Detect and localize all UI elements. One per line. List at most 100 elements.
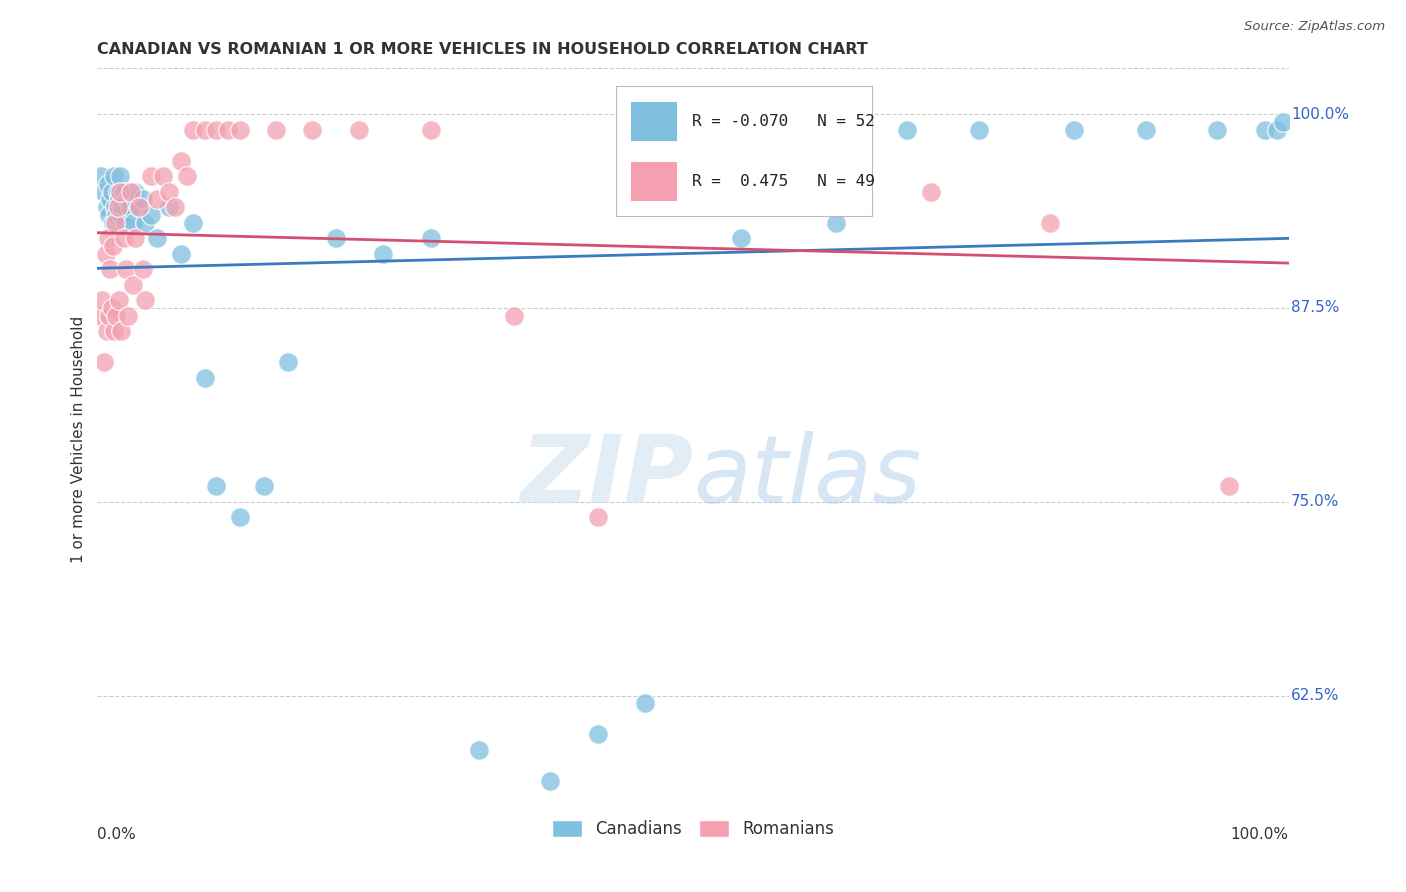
Point xyxy=(89,309,111,323)
Point xyxy=(124,185,146,199)
Point xyxy=(101,216,124,230)
Text: 100.0%: 100.0% xyxy=(1230,827,1289,842)
Point xyxy=(96,200,118,214)
Point xyxy=(93,185,115,199)
Point xyxy=(146,231,169,245)
Point xyxy=(193,122,215,136)
Point xyxy=(373,246,395,260)
Point xyxy=(1265,122,1288,136)
Point xyxy=(181,216,204,230)
Point xyxy=(801,122,824,136)
Point xyxy=(896,122,918,136)
Point xyxy=(101,239,124,253)
Point xyxy=(538,773,561,788)
Point xyxy=(91,293,114,308)
Point xyxy=(1271,115,1294,129)
Point xyxy=(98,309,121,323)
Point xyxy=(115,193,138,207)
Text: atlas: atlas xyxy=(693,432,921,523)
Point xyxy=(112,185,135,199)
Point xyxy=(253,479,276,493)
Text: 100.0%: 100.0% xyxy=(1291,107,1348,121)
Point xyxy=(146,193,169,207)
Point xyxy=(825,216,848,230)
Point xyxy=(157,200,180,214)
Point xyxy=(193,370,215,384)
Point xyxy=(1218,479,1240,493)
Point xyxy=(139,169,162,184)
Text: 0.0%: 0.0% xyxy=(97,827,136,842)
Point xyxy=(96,324,118,338)
Point xyxy=(205,122,228,136)
Point xyxy=(100,185,122,199)
Point xyxy=(107,193,129,207)
Point xyxy=(229,122,252,136)
Point xyxy=(100,262,122,277)
Point xyxy=(124,231,146,245)
Point xyxy=(97,231,120,245)
Point xyxy=(170,246,193,260)
Point xyxy=(170,153,193,168)
Point xyxy=(108,169,131,184)
Point xyxy=(301,122,323,136)
Point xyxy=(163,200,186,214)
Point xyxy=(122,216,145,230)
Point xyxy=(1135,122,1157,136)
Point xyxy=(128,200,150,214)
Point xyxy=(229,510,252,524)
Point xyxy=(112,231,135,245)
Point xyxy=(467,743,489,757)
Point xyxy=(94,246,117,260)
Point xyxy=(108,185,131,199)
Point xyxy=(122,277,145,292)
Point xyxy=(1206,122,1229,136)
Point xyxy=(176,169,198,184)
Point xyxy=(98,208,121,222)
Point xyxy=(134,293,156,308)
Point xyxy=(107,185,129,199)
Point xyxy=(100,193,122,207)
Point xyxy=(118,200,141,214)
Text: Source: ZipAtlas.com: Source: ZipAtlas.com xyxy=(1244,20,1385,33)
Point xyxy=(105,309,128,323)
Point xyxy=(131,262,153,277)
Point xyxy=(93,355,115,369)
Text: ZIP: ZIP xyxy=(520,431,693,523)
Point xyxy=(217,122,239,136)
Point xyxy=(264,122,287,136)
Point xyxy=(730,231,752,245)
Text: 75.0%: 75.0% xyxy=(1291,494,1340,509)
Text: 62.5%: 62.5% xyxy=(1291,688,1340,703)
Point xyxy=(349,122,371,136)
Point xyxy=(1039,216,1062,230)
Point xyxy=(97,177,120,191)
Point xyxy=(1063,122,1085,136)
Point xyxy=(103,169,125,184)
Point xyxy=(110,208,132,222)
Point xyxy=(1254,122,1277,136)
Point xyxy=(117,309,139,323)
Point xyxy=(103,324,125,338)
Text: 87.5%: 87.5% xyxy=(1291,301,1340,316)
Point xyxy=(105,208,128,222)
Point xyxy=(115,262,138,277)
Point xyxy=(110,324,132,338)
Point xyxy=(111,200,134,214)
Y-axis label: 1 or more Vehicles in Household: 1 or more Vehicles in Household xyxy=(72,316,86,564)
Point xyxy=(967,122,990,136)
Point xyxy=(277,355,299,369)
Point xyxy=(107,293,129,308)
Point xyxy=(586,727,609,741)
Point xyxy=(325,231,347,245)
Point xyxy=(152,169,174,184)
Point xyxy=(181,122,204,136)
Point xyxy=(104,200,127,214)
Point xyxy=(634,697,657,711)
Point xyxy=(131,193,153,207)
Point xyxy=(419,122,441,136)
Point xyxy=(100,301,122,315)
Point xyxy=(120,185,142,199)
Point xyxy=(205,479,228,493)
Point xyxy=(134,216,156,230)
Point xyxy=(419,231,441,245)
